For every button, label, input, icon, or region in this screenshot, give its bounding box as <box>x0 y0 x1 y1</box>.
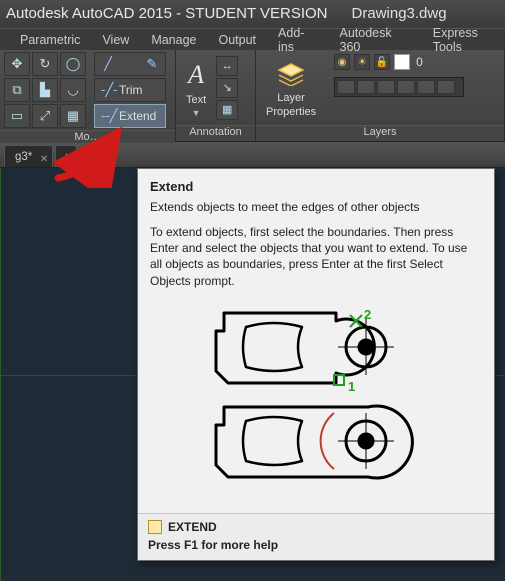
copy-icon[interactable]: ⧉ <box>4 78 30 102</box>
menu-output[interactable]: Output <box>219 33 257 47</box>
layer-tool-6[interactable] <box>437 80 455 94</box>
sun-icon: ☀ <box>354 54 370 70</box>
tooltip-help: Press F1 for more help <box>148 538 484 552</box>
layer-tool-3[interactable] <box>377 80 395 94</box>
layer-label1: Layer <box>277 92 305 104</box>
rotate-icon[interactable]: ↻ <box>32 52 58 76</box>
layer-strip[interactable] <box>334 77 464 97</box>
extend-icon: --╱ <box>101 108 115 124</box>
trimextend-split-top[interactable]: ╱ ✎ <box>94 52 166 76</box>
panel-annotation: A Text ▼ ↔ ↘ ▦ Annotation <box>176 50 256 141</box>
new-tab-button[interactable]: + <box>55 145 77 167</box>
layer-tool-5[interactable] <box>417 80 435 94</box>
layer-color-swatch <box>394 54 410 70</box>
panel-modify-title[interactable]: Mo… <box>0 130 175 143</box>
fillet-icon[interactable]: ◡ <box>60 78 86 102</box>
layer-properties-button[interactable]: Layer Properties <box>260 52 322 122</box>
circle-icon[interactable]: ◯ <box>60 52 86 76</box>
layer-current-name: 0 <box>416 55 423 69</box>
trim-label: Trim <box>119 83 143 97</box>
extend-tooltip: Extend Extends objects to meet the edges… <box>137 168 495 561</box>
tooltip-illustration: 1 2 <box>150 299 482 503</box>
panel-annotation-title[interactable]: Annotation <box>176 125 255 141</box>
chevron-down-icon: ▼ <box>192 108 201 118</box>
erase-icon: ✎ <box>145 56 159 72</box>
svg-text:1: 1 <box>348 379 355 394</box>
text-button[interactable]: A Text ▼ <box>180 54 212 122</box>
title-bar: Autodesk AutoCAD 2015 - STUDENT VERSION … <box>0 0 505 28</box>
scale-icon[interactable]: ⤢ <box>32 104 58 128</box>
panel-layers: Layer Properties ◉ ☀ 🔓 0 <box>256 50 505 141</box>
file-title: Drawing3.dwg <box>352 0 447 28</box>
ribbon: ✥ ↻ ◯ ⧉ ▙ ◡ ▭ ⤢ ▦ ╱ ✎ <box>0 50 505 142</box>
tooltip-body: To extend objects, first select the boun… <box>150 224 482 289</box>
lock-icon: 🔓 <box>374 54 390 70</box>
panel-modify: ✥ ↻ ◯ ⧉ ▙ ◡ ▭ ⤢ ▦ ╱ ✎ <box>0 50 176 141</box>
drawing-tab-label: g3* <box>15 151 32 163</box>
trim-icon: -╱- <box>101 82 115 98</box>
dimension-icon[interactable]: ↔ <box>216 56 238 76</box>
move-icon[interactable]: ✥ <box>4 52 30 76</box>
mirror-icon[interactable]: ▙ <box>32 78 58 102</box>
layer-tool-4[interactable] <box>397 80 415 94</box>
extend-label: Extend <box>119 109 156 123</box>
layer-label2: Properties <box>266 106 316 118</box>
trim-button[interactable]: -╱- Trim <box>94 78 166 102</box>
trim-diag-icon: ╱ <box>101 56 115 72</box>
extend-button[interactable]: --╱ Extend <box>94 104 166 128</box>
layer-properties-icon <box>276 56 306 90</box>
tooltip-command: EXTEND <box>148 520 484 534</box>
tooltip-title: Extend <box>150 179 482 194</box>
layer-tool-2[interactable] <box>357 80 375 94</box>
tooltip-subtitle: Extends objects to meet the edges of oth… <box>150 200 482 214</box>
menu-view[interactable]: View <box>102 33 129 47</box>
text-label: Text <box>186 94 206 106</box>
tooltip-command-text: EXTEND <box>168 520 217 534</box>
panel-layers-title[interactable]: Layers <box>256 125 504 141</box>
leader-icon[interactable]: ↘ <box>216 78 238 98</box>
command-icon <box>148 520 162 534</box>
drawing-tab-strip: g3* ✕ + <box>0 142 505 168</box>
menu-manage[interactable]: Manage <box>151 33 196 47</box>
layer-current-row[interactable]: ◉ ☀ 🔓 0 <box>328 52 470 72</box>
text-icon: A <box>188 58 204 92</box>
menu-parametric[interactable]: Parametric <box>20 33 80 47</box>
bulb-icon: ◉ <box>334 54 350 70</box>
menu-bar: Parametric View Manage Output Add-ins Au… <box>0 28 505 50</box>
app-title: Autodesk AutoCAD 2015 - STUDENT VERSION <box>6 0 328 28</box>
array-icon[interactable]: ▦ <box>60 104 86 128</box>
stretch-icon[interactable]: ▭ <box>4 104 30 128</box>
drawing-tab[interactable]: g3* ✕ <box>4 145 53 167</box>
layer-tool-1[interactable] <box>337 80 355 94</box>
table-icon[interactable]: ▦ <box>216 100 238 120</box>
svg-text:2: 2 <box>364 307 371 322</box>
